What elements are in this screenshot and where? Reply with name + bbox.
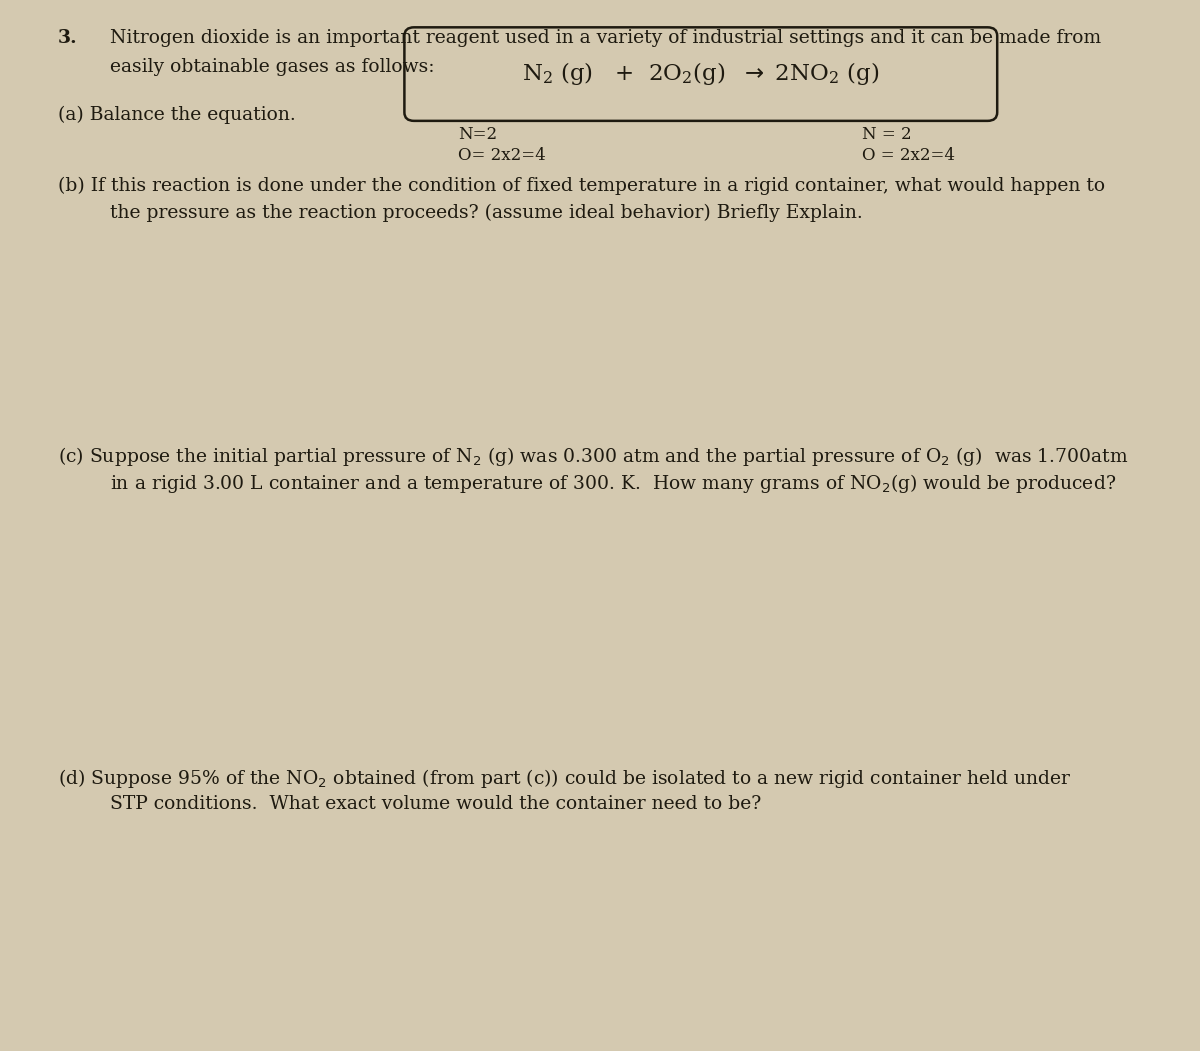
- Text: N = 2: N = 2: [862, 126, 911, 143]
- Text: (a) Balance the equation.: (a) Balance the equation.: [58, 106, 295, 124]
- Text: 3.: 3.: [58, 29, 77, 47]
- Text: STP conditions.  What exact volume would the container need to be?: STP conditions. What exact volume would …: [110, 795, 762, 812]
- Text: in a rigid 3.00 L container and a temperature of 300. K.  How many grams of NO$_: in a rigid 3.00 L container and a temper…: [110, 472, 1116, 495]
- Text: (d) Suppose 95% of the NO$_2$ obtained (from part (c)) could be isolated to a ne: (d) Suppose 95% of the NO$_2$ obtained (…: [58, 767, 1072, 790]
- Text: $\mathregular{N_2}$ (g)   +  2$\mathregular{O_2}$(g)  $\rightarrow$ $\mathregula: $\mathregular{N_2}$ (g) + 2$\mathregular…: [522, 60, 880, 87]
- Text: (b) If this reaction is done under the condition of fixed temperature in a rigid: (b) If this reaction is done under the c…: [58, 177, 1105, 194]
- Text: (c) Suppose the initial partial pressure of N$_2$ (g) was 0.300 atm and the part: (c) Suppose the initial partial pressure…: [58, 445, 1128, 468]
- Text: easily obtainable gases as follows:: easily obtainable gases as follows:: [110, 58, 434, 76]
- Text: O = 2x2=4: O = 2x2=4: [862, 147, 955, 164]
- Text: the pressure as the reaction proceeds? (assume ideal behavior) Briefly Explain.: the pressure as the reaction proceeds? (…: [110, 204, 863, 222]
- Text: N=2: N=2: [458, 126, 498, 143]
- Text: O= 2x2=4: O= 2x2=4: [458, 147, 546, 164]
- Text: Nitrogen dioxide is an important reagent used in a variety of industrial setting: Nitrogen dioxide is an important reagent…: [110, 29, 1102, 47]
